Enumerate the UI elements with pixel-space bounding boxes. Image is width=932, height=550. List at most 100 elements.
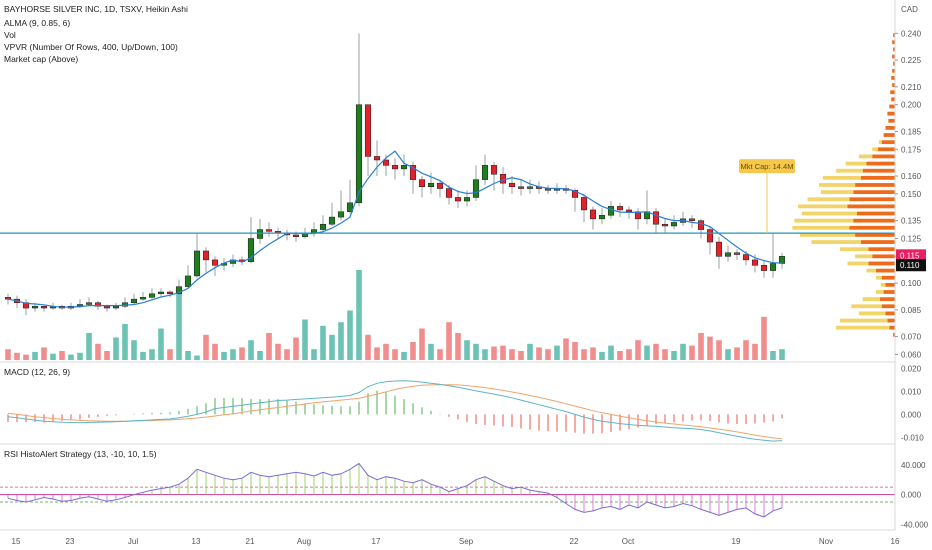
- candles: [4, 33, 786, 316]
- volume-bar: [95, 343, 101, 360]
- vol-legend[interactable]: Vol: [4, 30, 16, 40]
- vp-row-up: [876, 275, 882, 280]
- candle-body: [580, 197, 588, 211]
- vp-row-up: [878, 140, 882, 145]
- candle-body: [400, 165, 408, 170]
- vp-row-up: [862, 297, 880, 302]
- vp-row-down: [885, 311, 895, 316]
- volume-bar: [635, 340, 641, 360]
- y-tick-label: 0.085: [901, 306, 922, 315]
- x-tick-label: Oct: [622, 537, 635, 546]
- vp-row-down: [881, 275, 895, 280]
- candle-body: [328, 216, 336, 225]
- vp-row-down: [879, 297, 895, 302]
- candle-body: [184, 275, 192, 287]
- volume-bar: [32, 351, 38, 360]
- candle-body: [697, 220, 705, 230]
- volume-bar: [50, 353, 56, 360]
- vp-row-down: [868, 247, 895, 252]
- candle-body: [769, 263, 777, 271]
- vpvr-legend[interactable]: VPVR (Number Of Rows, 400, Up/Down, 100): [4, 42, 178, 52]
- candle-body: [778, 256, 786, 264]
- candle-body: [139, 297, 147, 300]
- volume-bar: [563, 338, 569, 360]
- y-tick-label: 0.150: [901, 190, 922, 199]
- vp-row-up: [858, 311, 886, 316]
- volume-bar: [473, 343, 479, 360]
- candle-body: [382, 159, 390, 166]
- volume-bar: [86, 333, 92, 360]
- volume-bar: [410, 342, 416, 360]
- vp-row-down: [889, 325, 895, 330]
- volume-bar: [734, 347, 740, 360]
- candle-body: [4, 297, 12, 300]
- vp-row-up: [819, 183, 856, 187]
- market-cap-legend[interactable]: Market cap (Above): [4, 54, 79, 64]
- volume-bar: [149, 349, 155, 360]
- candle-body: [733, 252, 741, 255]
- vp-row-down: [887, 318, 895, 323]
- volume-bar: [329, 334, 335, 360]
- vp-row-up: [801, 211, 857, 216]
- volume-bar: [428, 343, 434, 360]
- candle-body: [193, 250, 201, 277]
- volume-bar: [608, 345, 614, 360]
- vp-row-down: [893, 332, 895, 337]
- volume-bar: [617, 351, 623, 360]
- volume-bar: [725, 349, 731, 360]
- vp-row-up: [858, 154, 873, 159]
- candle-body: [445, 188, 453, 198]
- candle-body: [31, 306, 39, 309]
- macd-legend[interactable]: MACD (12, 26, 9): [4, 367, 71, 377]
- candle-body: [472, 179, 480, 198]
- vp-row-down: [847, 204, 895, 209]
- vp-row-up: [820, 190, 854, 195]
- vp-row-up: [800, 233, 856, 237]
- vp-row-down: [853, 218, 895, 223]
- candle-body: [319, 223, 327, 230]
- volume-bar: [230, 349, 236, 360]
- y-tick-label: 0.160: [901, 172, 922, 181]
- volume-bar: [356, 270, 362, 360]
- volume-bar: [383, 343, 389, 360]
- vp-row-down: [860, 175, 895, 180]
- vp-row-down: [887, 111, 895, 116]
- candle-body: [364, 104, 372, 157]
- volume-bar: [203, 334, 209, 360]
- volume-bar: [482, 349, 488, 360]
- candle-body: [499, 174, 507, 184]
- last-price-label: 0.110: [900, 261, 920, 270]
- volume-bar: [455, 333, 461, 360]
- vp-row-up: [836, 325, 890, 330]
- volume-bar: [752, 343, 758, 360]
- alma-legend[interactable]: ALMA (9, 0.85, 6): [4, 18, 71, 28]
- volume-bar: [779, 349, 785, 360]
- rsi-tick-label: -40.000: [901, 520, 929, 529]
- y-tick-label: 0.225: [901, 56, 922, 65]
- x-tick-label: 22: [570, 537, 579, 546]
- rsi-legend[interactable]: RSI HistoAlert Strategy (13, -10, 10, 1.…: [4, 449, 157, 459]
- y-tick-label: 0.125: [901, 234, 922, 243]
- volume-bar: [365, 334, 371, 360]
- alma-overlay: [7, 150, 783, 308]
- volume-bar: [185, 351, 191, 360]
- vp-row-down: [862, 168, 895, 173]
- vp-row-up: [876, 290, 884, 294]
- y-tick-label: 0.070: [901, 333, 922, 342]
- vp-row-down: [849, 197, 895, 202]
- candle-body: [616, 206, 624, 211]
- candle-body: [652, 211, 660, 225]
- candle-body: [661, 223, 669, 227]
- candle-body: [148, 293, 156, 298]
- candle-body: [526, 186, 534, 189]
- candle-body: [490, 165, 498, 175]
- vp-row-down: [866, 161, 895, 166]
- rsi-tick-label: 0.000: [901, 491, 922, 500]
- candle-body: [409, 165, 417, 180]
- y-tick-label: 0.060: [901, 350, 922, 359]
- x-tick-label: 19: [732, 537, 741, 546]
- vp-row-down: [872, 254, 895, 259]
- x-tick-label: 16: [891, 537, 900, 546]
- vp-row-down: [885, 125, 895, 130]
